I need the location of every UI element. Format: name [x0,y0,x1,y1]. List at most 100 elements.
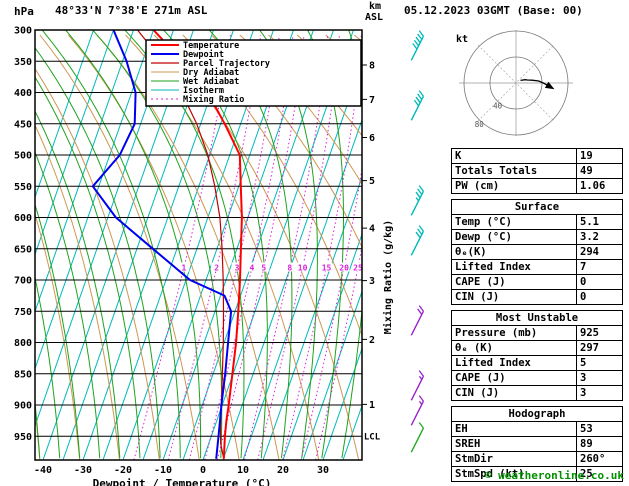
index-value: 3 [576,385,623,401]
hodograph-ring-label: 80 [475,120,485,129]
pressure-tick-label: 650 [14,244,32,255]
wet-adiabat-line [35,151,101,459]
isotherm-line [282,232,362,460]
indices-table: Most Unstable Pressure (mb) 925 θₑ (K) 297 Li… [451,310,623,401]
index-value: 0 [576,274,623,290]
pressure-tick-label: 900 [14,401,32,412]
mixing-ratio-label-bg [352,262,362,272]
index-label: Pressure (mb) [451,325,577,341]
isotherm-line [322,347,362,460]
index-label: SREH [451,436,577,452]
index-label: θₑ (K) [451,340,577,356]
legend-label: Wet Adiabat [183,76,239,87]
table-row: K 19 [451,148,623,164]
pressure-tick-label: 750 [14,307,32,318]
index-value: 3 [576,370,623,386]
index-value: 294 [576,244,623,260]
dry-adiabat-line [35,124,120,460]
km-axis-unit-asl: ASL [365,12,384,23]
mixing-ratio-label: 25 [353,264,363,273]
isotherm-line [35,30,94,199]
mixing-ratio-label-bg [284,262,296,272]
legend-box [145,39,362,107]
hodograph-ring [463,30,569,136]
table-row: Hodograph [451,406,623,422]
index-label: StmDir [451,451,577,467]
mixing-ratio-label-bg [297,262,309,272]
mixing-ratio-label: 2 [214,264,219,273]
index-label: PW (cm) [451,178,577,194]
mixing-ratio-line [216,34,305,460]
index-value: 925 [576,325,623,341]
pressure-tick-label: 800 [14,338,32,349]
pressure-axis-unit: hPa [14,5,34,18]
table-section-header: Surface [451,199,623,215]
wet-adiabat-line [35,275,61,459]
indices-panel: K 19 Totals Totals 49 PW (cm) 1.06 Surface Temp… [451,148,623,486]
temperature-tick-label: -30 [74,465,92,476]
plot-frame [34,29,363,461]
index-value: 3.2 [576,229,623,245]
wind-barb [410,90,425,121]
index-value: 49 [576,163,623,179]
x-axis-title: Dewpoint / Temperature (°C) [93,477,272,486]
temperature-tick-label: 10 [237,465,249,476]
pressure-tick-label: 450 [14,119,32,130]
wet-adiabat-line [65,30,202,459]
indices-table: Hodograph EH 53 SREH 89 StmDir 260° StmSpd (kt)… [451,406,623,482]
temperature-tick-label: -40 [34,465,52,476]
mixing-ratio-label-bg [178,262,190,272]
index-value: 25 [576,466,623,482]
legend-label: Temperature [183,41,239,51]
legend-label: Parcel Trajectory [183,58,270,69]
index-label: StmSpd (kt) [451,466,577,482]
legend-label: Isotherm [183,86,224,96]
indices-table: K 19 Totals Totals 49 PW (cm) 1.06 [451,148,623,194]
km-tick-label: 3 [369,276,375,287]
km-tick-label: 5 [369,176,375,187]
table-row: EH 53 [451,421,623,437]
parcel-curve [137,30,225,459]
wet-adiabat-line [35,46,161,459]
index-value: 260° [576,451,623,467]
wind-barb [410,30,425,61]
pressure-tick-label: 550 [14,182,32,193]
table-row: Lifted Index 5 [451,355,623,371]
wind-barb [410,185,425,216]
dewpoint-curve [91,30,233,459]
index-value: 0 [576,289,623,305]
index-label: CIN (J) [451,385,577,401]
legend-label: Dewpoint [183,49,224,60]
wet-adiabat-line [35,76,141,459]
table-row: θₑ(K) 294 [451,244,623,260]
wind-barb [410,225,425,256]
pressure-tick-label: 950 [14,432,32,443]
mixing-ratio-line [204,34,294,460]
km-tick-label: 8 [369,61,375,72]
km-tick-label: 4 [369,224,375,235]
wind-barb [410,305,425,336]
km-tick-label: 1 [369,400,375,411]
table-row: Dewp (°C) 3.2 [451,229,623,245]
index-label: CAPE (J) [451,274,577,290]
pressure-tick-label: 700 [14,276,32,287]
mixing-ratio-label-bg [211,262,223,272]
hodograph-arrowhead [544,81,555,90]
mixing-ratio-label: 4 [250,264,255,273]
index-label: Totals Totals [451,163,577,179]
mixing-ratio-line [300,165,362,460]
isotherm-line [302,289,362,460]
km-tick-label: 6 [369,133,375,144]
table-section-header: Hodograph [451,406,623,422]
table-row: CAPE (J) 3 [451,370,623,386]
table-row: Temp (°C) 5.1 [451,214,623,230]
temperature-curve [152,30,243,459]
temperature-tick-label: 20 [277,465,289,476]
wet-adiabat-line [41,30,181,459]
wind-barb [410,422,425,453]
index-label: Lifted Index [451,259,577,275]
km-tick-label: 2 [369,335,375,346]
pressure-tick-label: 300 [14,26,32,37]
mixing-ratio-label: 15 [322,264,332,273]
